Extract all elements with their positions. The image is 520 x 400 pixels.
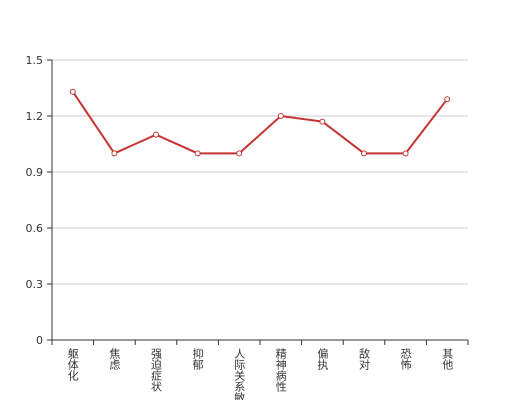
x-tick-label: 其他 [441,348,454,370]
data-point [111,150,118,157]
x-tick-label: 躯体化 [66,348,79,382]
x-tick-label: 精神病性 [274,348,287,393]
y-tick-label: 1.2 [26,110,44,123]
data-point [444,96,451,103]
data-point [277,113,284,119]
data-point [236,150,243,157]
y-tick-label: 0 [36,334,43,347]
x-tick-label: 敌对 [358,347,371,370]
x-tick-label: 人际关系敏感 [233,348,246,400]
data-point [361,150,367,157]
data-point [69,88,76,95]
x-tick-label: 抑郁 [191,347,204,370]
y-tick-label: 1.5 [26,54,44,67]
x-tick-label: 偏执 [316,347,329,371]
x-tick-label: 恐怖 [399,348,412,370]
data-point [319,118,326,125]
y-tick-label: 0.6 [26,222,44,235]
x-tick-label: 焦虑 [108,348,121,370]
y-tick-label: 0.9 [26,166,44,179]
data-point [153,131,159,138]
y-tick-label: 0.3 [26,278,44,291]
data-line [71,91,448,155]
x-tick-label: 强迫症状 [150,348,163,392]
data-point [194,150,201,157]
data-point [402,150,409,157]
